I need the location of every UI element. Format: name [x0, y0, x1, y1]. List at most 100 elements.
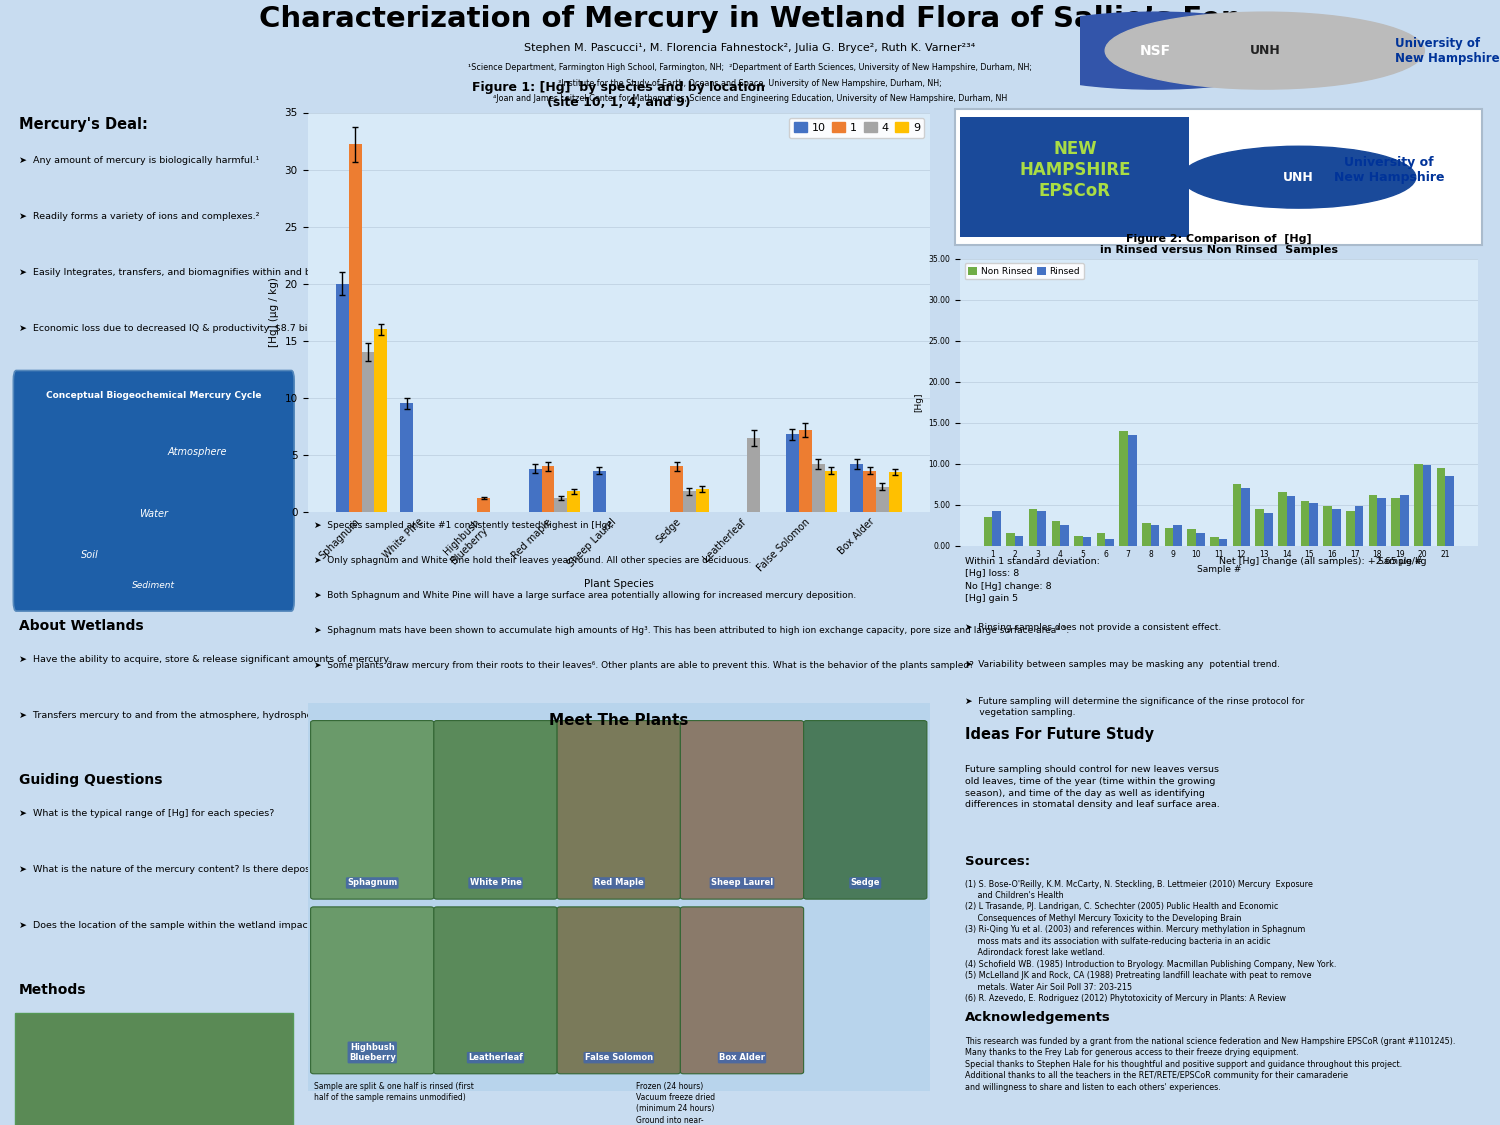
Text: ➤  Transfers mercury to and from the atmosphere, hydrosphere, and various levels: ➤ Transfers mercury to and from the atmo… — [20, 711, 501, 720]
Text: This research was funded by a grant from the national science federation and New: This research was funded by a grant from… — [964, 1037, 1455, 1091]
Bar — [400, 404, 412, 512]
Bar — [1323, 506, 1332, 546]
Text: ³Institute for the Study of Earth, Oceans and Space, University of New Hampshire: ³Institute for the Study of Earth, Ocean… — [558, 79, 942, 88]
Bar — [1188, 529, 1196, 546]
FancyBboxPatch shape — [956, 109, 1482, 245]
Text: Soil: Soil — [81, 550, 99, 560]
Bar — [1346, 511, 1354, 546]
Title: Figure 2: Comparison of  [Hg]
in Rinsed versus Non Rinsed  Samples: Figure 2: Comparison of [Hg] in Rinsed v… — [1100, 233, 1338, 255]
X-axis label: Sample #: Sample # — [1197, 565, 1240, 574]
Text: Sample #: Sample # — [1377, 557, 1422, 566]
FancyBboxPatch shape — [804, 721, 927, 899]
Bar — [592, 470, 606, 512]
Text: ⁴Joan and James Leitzel Center for Mathematics, Science and Engineering Educatio: ⁴Joan and James Leitzel Center for Mathe… — [494, 94, 1006, 104]
Bar — [1264, 513, 1272, 546]
Text: Leatherleaf: Leatherleaf — [468, 1053, 524, 1062]
Text: Methods: Methods — [20, 983, 87, 997]
Bar — [362, 352, 375, 512]
Bar — [825, 470, 837, 512]
Bar — [1422, 466, 1431, 546]
Text: Acknowledgements: Acknowledgements — [964, 1011, 1112, 1025]
Bar — [1150, 525, 1160, 546]
Bar — [682, 492, 696, 512]
Bar — [1414, 464, 1422, 546]
Y-axis label: [Hg]: [Hg] — [914, 393, 922, 412]
Circle shape — [1182, 146, 1416, 208]
X-axis label: Plant Species: Plant Species — [584, 579, 654, 588]
Text: Ideas For Future Study: Ideas For Future Study — [964, 727, 1154, 742]
Bar — [696, 489, 709, 512]
Bar — [1354, 506, 1364, 546]
Text: ➤  Both Sphagnum and White Pine will have a large surface area potentially allow: ➤ Both Sphagnum and White Pine will have… — [314, 591, 856, 600]
FancyBboxPatch shape — [433, 721, 556, 899]
Bar — [1029, 508, 1038, 546]
Text: UNH: UNH — [1282, 171, 1314, 183]
Bar — [1370, 495, 1377, 546]
Text: ➤  Economic loss due to decreased IQ & productivity: $8.7 billion²: ➤ Economic loss due to decreased IQ & pr… — [20, 324, 332, 333]
Bar — [1119, 431, 1128, 546]
Bar — [862, 470, 876, 512]
Bar — [375, 330, 387, 512]
Bar — [1142, 523, 1150, 546]
FancyBboxPatch shape — [556, 907, 681, 1073]
Text: Within 1 standard deviation:
[Hg] loss: 8
No [Hg] change: 8
[Hg] gain 5: Within 1 standard deviation: [Hg] loss: … — [964, 557, 1100, 603]
Legend: 10, 1, 4, 9: 10, 1, 4, 9 — [789, 118, 924, 137]
Text: White Pine: White Pine — [470, 879, 522, 888]
Bar — [1300, 501, 1310, 546]
Text: Sedge: Sedge — [850, 879, 880, 888]
Text: Atmosphere: Atmosphere — [168, 448, 228, 458]
Text: ➤  Any amount of mercury is biologically harmful.¹: ➤ Any amount of mercury is biologically … — [20, 155, 260, 164]
Text: Box Alder: Box Alder — [718, 1053, 765, 1062]
FancyBboxPatch shape — [310, 907, 434, 1073]
FancyBboxPatch shape — [15, 1014, 292, 1125]
Bar — [1256, 508, 1264, 546]
Bar — [336, 284, 348, 512]
Text: University of
New Hampshire: University of New Hampshire — [1334, 156, 1444, 184]
Text: (1) S. Bose-O'Reilly, K.M. McCarty, N. Steckling, B. Lettmeier (2010) Mercury  E: (1) S. Bose-O'Reilly, K.M. McCarty, N. S… — [964, 880, 1336, 1004]
Bar — [528, 468, 542, 512]
Text: ➤  Does the location of the sample within the wetland impact [Hg]?: ➤ Does the location of the sample within… — [20, 921, 340, 930]
Bar — [1016, 536, 1023, 546]
Text: Sphagnum: Sphagnum — [346, 879, 398, 888]
FancyBboxPatch shape — [310, 721, 434, 899]
Bar — [477, 498, 490, 512]
Text: NEW
HAMPSHIRE
EPSCoR: NEW HAMPSHIRE EPSCoR — [1019, 141, 1131, 200]
Bar — [1060, 525, 1068, 546]
Text: Frozen (24 hours)
Vacuum freeze dried
(minimum 24 hours)
Ground into near-
homog: Frozen (24 hours) Vacuum freeze dried (m… — [636, 1082, 723, 1125]
Bar — [876, 487, 890, 512]
Text: ➤  What is the typical range of [Hg] for each species?: ➤ What is the typical range of [Hg] for … — [20, 809, 274, 818]
Bar — [1287, 496, 1296, 546]
Bar — [670, 466, 682, 512]
FancyBboxPatch shape — [13, 370, 294, 611]
Title: Figure 1: [Hg]  by species and by location
(site 10, 1, 4, and 9): Figure 1: [Hg] by species and by locatio… — [472, 81, 765, 108]
Text: Highbush
Blueberry: Highbush Blueberry — [350, 1043, 396, 1062]
Bar — [1233, 484, 1242, 546]
Bar — [786, 434, 800, 512]
Bar — [812, 464, 825, 512]
FancyBboxPatch shape — [681, 721, 804, 899]
Bar — [850, 464, 862, 512]
Bar — [555, 498, 567, 512]
Text: ➤  Easily Integrates, transfers, and biomagnifies within and between ecosystems.: ➤ Easily Integrates, transfers, and biom… — [20, 268, 408, 277]
FancyBboxPatch shape — [556, 721, 681, 899]
Bar — [1242, 488, 1250, 546]
Text: ➤  Variability between samples may be masking any  potential trend.: ➤ Variability between samples may be mas… — [964, 660, 1280, 669]
Bar — [1096, 533, 1106, 546]
Text: ➤  What is the nature of the mercury content? Is there deposited Hg that can be : ➤ What is the nature of the mercury cont… — [20, 865, 501, 874]
Text: Guiding Questions: Guiding Questions — [20, 773, 162, 786]
Text: Conceptual Biogeochemical Mercury Cycle: Conceptual Biogeochemical Mercury Cycle — [46, 392, 261, 400]
Text: Sources:: Sources: — [964, 855, 1030, 867]
Bar — [1128, 435, 1137, 546]
Bar — [992, 511, 1000, 546]
Bar — [1038, 511, 1046, 546]
Text: Sheep Laurel: Sheep Laurel — [711, 879, 772, 888]
Y-axis label: [Hg] (μg / kg): [Hg] (μg / kg) — [268, 277, 279, 348]
Bar — [890, 472, 902, 512]
Bar — [1166, 528, 1173, 546]
Text: ➤  Only sphagnum and White Pine hold their leaves year-round. All other species : ➤ Only sphagnum and White Pine hold thei… — [314, 556, 752, 565]
Bar — [1437, 468, 1446, 546]
FancyBboxPatch shape — [681, 907, 804, 1073]
Circle shape — [996, 12, 1316, 89]
Legend: Non Rinsed, Rinsed: Non Rinsed, Rinsed — [964, 263, 1083, 279]
Text: UNH: UNH — [1250, 44, 1280, 57]
